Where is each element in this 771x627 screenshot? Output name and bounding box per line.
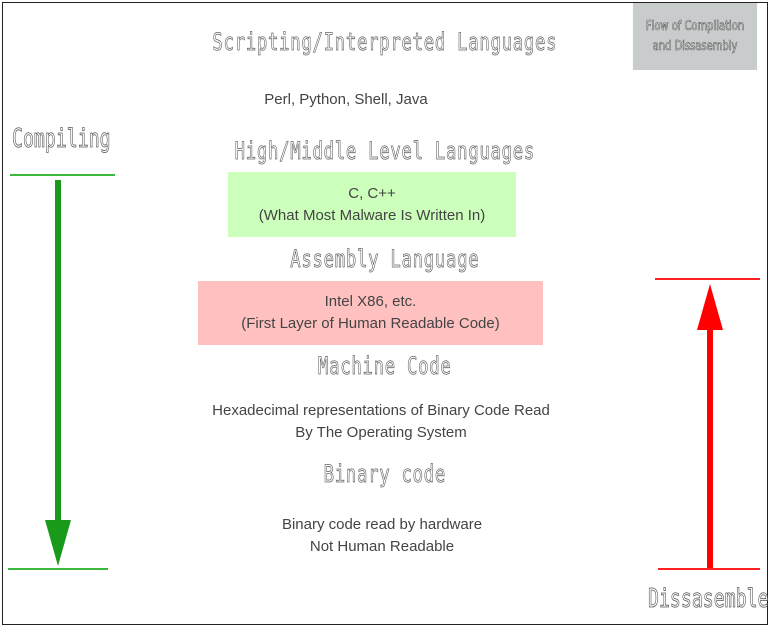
layer-text: Binary code read by hardware (281, 516, 483, 533)
compile-arrow-head-icon (45, 520, 71, 566)
layer-text: C, C++ (348, 184, 396, 202)
legend-line-2: and Dissasembly (652, 38, 738, 54)
legend-line-1: Flow of Compilation (645, 18, 745, 34)
layer-text: Hexadecimal representations of Binary Co… (212, 402, 550, 419)
disassemble-arrow-head-icon (697, 284, 723, 330)
layer-text: Intel X86, etc. (324, 293, 417, 310)
layer-box-high-level: C, C++ (What Most Malware Is Written In) (228, 172, 516, 237)
layer-text: (First Layer of Human Readable Code) (241, 315, 500, 332)
layer-title-machine-code: Machine Code (318, 352, 452, 381)
layer-text: Perl, Python, Shell, Java (264, 90, 428, 108)
layer-title-high-level: High/Middle Level Languages (234, 137, 535, 166)
disassemble-label: Dissasemble (648, 584, 769, 615)
layer-title-binary: Binary code (323, 460, 446, 489)
layer-box-binary: Binary code read by hardware Not Human R… (122, 500, 642, 572)
layer-text: By The Operating System (295, 424, 467, 441)
compiling-label: Compiling (12, 124, 111, 155)
layer-box-assembly: Intel X86, etc. (First Layer of Human Re… (198, 281, 543, 345)
layer-box-scripting: Perl, Python, Shell, Java (200, 72, 492, 127)
layer-title-assembly: Assembly Language (290, 245, 480, 274)
layer-text: Not Human Readable (309, 538, 455, 555)
legend-box: Flow of Compilation and Dissasembly (632, 3, 758, 70)
layer-text: (What Most Malware Is Written In) (258, 206, 486, 224)
layer-box-machine-code: Hexadecimal representations of Binary Co… (170, 388, 592, 456)
layer-title-scripting: Scripting/Interpreted Languages (212, 28, 558, 57)
